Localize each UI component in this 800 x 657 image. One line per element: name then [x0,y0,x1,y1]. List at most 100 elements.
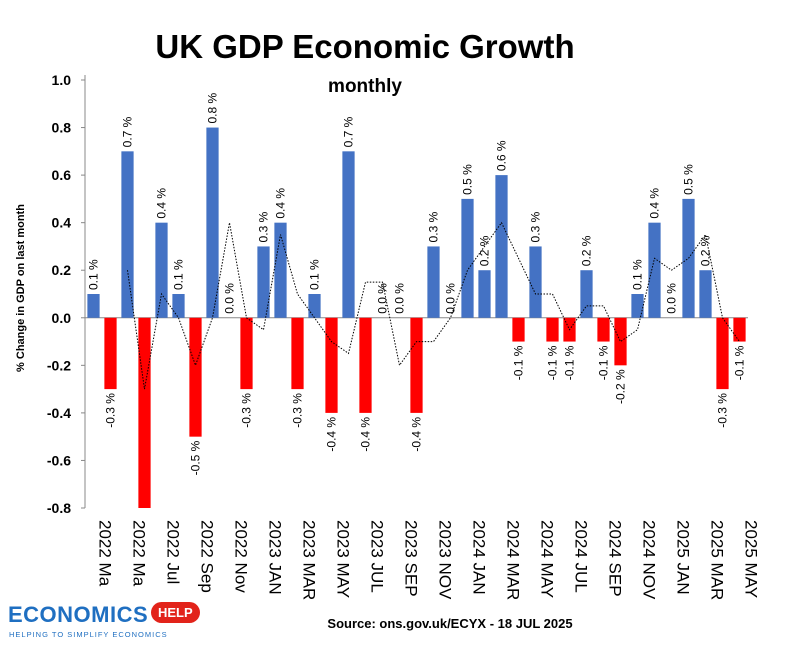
x-tick-label: 2023 MAR [300,520,319,600]
data-label: 0.2 % [699,235,713,266]
data-label: 0.5 % [461,164,475,195]
data-label: -0.4 % [359,417,373,452]
x-tick-label: 2025 MAR [708,520,727,600]
bar [495,175,508,318]
y-axis-label: % Change in GDP on last month [15,204,27,372]
data-label: 0.4 % [648,188,662,219]
bar [206,127,219,318]
data-label: -0.1 % [563,345,577,380]
bar [155,222,168,318]
bar [699,270,712,318]
data-label: 0.4 % [274,188,288,219]
data-label: 0.1 % [308,259,322,290]
data-label: -0.3 % [716,393,730,428]
data-label: -0.1 % [512,345,526,380]
x-tick-label: 2023 MAY [334,520,353,598]
bar [138,317,151,508]
data-label: 0.2 % [478,235,492,266]
bar [359,317,372,413]
x-tick-label: 2023 JUL [368,520,387,593]
bar [342,151,355,318]
data-label: -0.3 % [240,393,254,428]
data-label: 0.0 % [665,283,679,314]
data-label: 0.7 % [121,116,135,147]
y-tick-label: -0.6 [47,452,71,468]
bar [87,294,100,318]
data-label: 0.1 % [87,259,101,290]
bar [291,317,304,390]
bar [546,317,559,342]
x-tick-label: 2022 Nov [232,520,251,593]
data-label: -0.5 % [189,440,203,475]
y-tick-label: 0.8 [52,120,72,136]
y-tick-group: 1.0 0.8 0.6 0.4 0.2 0.0 -0.2 -0.4 -0.6 -0.8 [47,72,85,516]
bar [716,317,729,390]
x-tick-label: 2022 Jul [164,520,183,584]
data-label: 0.7 % [342,116,356,147]
x-tick-label: 2024 MAY [538,520,557,598]
bar [529,246,542,318]
x-tick-group: 2022 Ma 2022 Ma 2022 Jul 2022 Sep 2022 Nov 20… [96,520,761,600]
data-label: 0.2 % [580,235,594,266]
data-label: 0.6 % [495,140,509,171]
x-tick-label: 2022 Ma [96,520,115,587]
y-tick-label: 0.6 [52,167,72,183]
x-tick-label: 2022 Sep [198,520,217,593]
chart-title: UK GDP Economic Growth [155,28,574,65]
bar [104,317,117,390]
bar-series [87,127,746,508]
bar [410,317,423,413]
logo-tagline: HELPING TO SIMPLIFY ECONOMICS [9,630,168,639]
x-tick-label: 2023 NOV [436,520,455,600]
x-tick-label: 2022 Ma [130,520,149,587]
bar [461,198,474,318]
economics-help-logo: ECONOMICS HELP HELPING TO SIMPLIFY ECONO… [8,600,200,646]
y-tick-label: 0.2 [52,262,72,278]
x-tick-label: 2024 NOV [640,520,659,600]
data-label: 0.1 % [172,259,186,290]
bar [597,317,610,342]
data-label: -0.1 % [733,345,747,380]
data-label: 0.0 % [223,283,237,314]
y-tick-label: -0.2 [47,357,71,373]
bar [240,317,253,390]
y-tick-label: -0.8 [47,500,71,516]
data-label: 0.3 % [427,211,441,242]
data-label: -0.3 % [104,393,118,428]
bar [648,222,661,318]
data-label: 0.4 % [155,188,169,219]
y-tick-label: 1.0 [52,72,72,88]
data-label-group: 0.1 % -0.3 % 0.7 % 0.4 % 0.1 % -0.5 % 0.8 % 0.0… [87,93,747,476]
x-tick-label: 2024 JUL [572,520,591,593]
y-tick-label: 0.4 [52,215,72,231]
x-tick-label: 2025 MAY [742,520,761,598]
logo-help-badge: HELP [151,602,200,623]
x-tick-label: 2023 SEP [402,520,421,597]
data-label: 0.3 % [257,211,271,242]
bar [427,246,440,318]
x-tick-label: 2024 JAN [470,520,489,595]
data-label: 0.0 % [393,283,407,314]
bar [172,294,185,318]
bar [580,270,593,318]
x-tick-label: 2023 JAN [266,520,285,595]
bar [308,294,321,318]
data-label: 0.3 % [529,211,543,242]
data-label: -0.2 % [614,369,628,404]
logo-wordmark: ECONOMICS [8,602,149,627]
y-tick-label: 0.0 [52,310,72,326]
y-tick-label: -0.4 [47,405,71,421]
bar [325,317,338,413]
data-label: 0.8 % [206,93,220,124]
bar [121,151,134,318]
x-tick-label: 2024 MAR [504,520,523,600]
x-tick-label: 2024 SEP [606,520,625,597]
bar [478,270,491,318]
data-label: -0.1 % [546,345,560,380]
bar [189,317,202,437]
data-label: 0.0 % [376,283,390,314]
data-label: 0.1 % [631,259,645,290]
bar [257,246,270,318]
data-label: -0.1 % [597,345,611,380]
